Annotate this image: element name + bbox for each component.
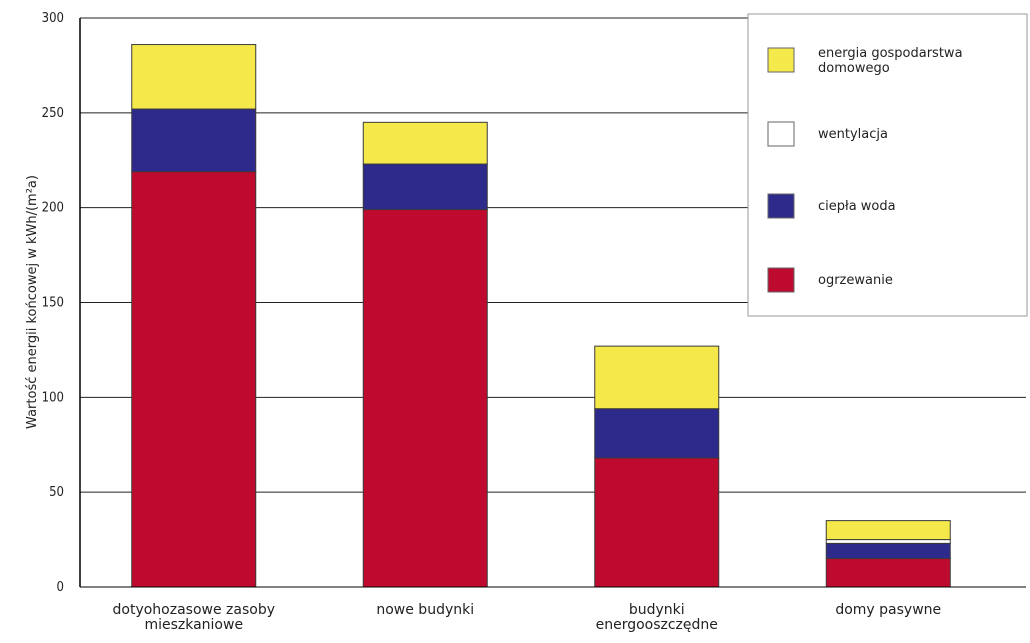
- bar-segment: [131, 44, 257, 110]
- legend-label: ogrzewanie: [818, 273, 893, 288]
- legend-label: wentylacja: [818, 127, 888, 142]
- bar-segment: [594, 408, 720, 459]
- legend-label: ciepła woda: [818, 199, 896, 214]
- y-tick-labels: 0 50 100 150 200 250 300: [42, 11, 64, 595]
- y-tick-label: 100: [42, 390, 64, 405]
- category-label-line: nowe budynki: [376, 602, 474, 618]
- category-label-line: domy pasywne: [835, 602, 941, 618]
- axes: [79, 18, 1026, 588]
- y-tick-label: 150: [42, 296, 64, 311]
- bar-segment: [825, 520, 951, 541]
- bar-segment: [131, 171, 257, 588]
- category-label-line: dotyohozasowe zasoby: [113, 602, 276, 618]
- x-category-label: domy pasywne: [835, 602, 941, 618]
- legend-label-line: ogrzewanie: [818, 273, 893, 288]
- legend-label-line: wentylacja: [818, 127, 888, 142]
- legend-label-line: ciepła woda: [818, 199, 896, 214]
- category-label-line: mieszkaniowe: [144, 617, 243, 633]
- legend-label-line: domowego: [818, 61, 890, 76]
- bar-segment: [825, 558, 951, 588]
- legend-swatch: [767, 121, 795, 147]
- legend: energia gospodarstwa domowego wentylacja ci…: [747, 13, 1028, 317]
- legend-swatch: [767, 47, 795, 73]
- bar-segment: [594, 457, 720, 588]
- bar-segment: [362, 163, 488, 211]
- y-axis-label: Wartość energii końcowej w kWh/(m²a): [25, 175, 40, 429]
- legend-label: energia gospodarstwa domowego: [818, 46, 963, 76]
- x-category-label: nowe budynki: [376, 602, 474, 618]
- x-category-label: budynki energooszczędne: [596, 602, 718, 633]
- legend-swatch: [767, 267, 795, 293]
- bar-segment: [362, 209, 488, 588]
- category-label-line: energooszczędne: [596, 617, 718, 633]
- bars: [131, 44, 951, 588]
- y-tick-label: 0: [57, 580, 64, 595]
- y-tick-label: 300: [42, 11, 64, 26]
- x-category-labels: dotyohozasowe zasoby mieszkaniowe nowe bud…: [113, 602, 942, 633]
- legend-label-line: energia gospodarstwa: [818, 46, 963, 61]
- bar-segment: [362, 121, 488, 165]
- bar-segment: [825, 539, 951, 544]
- category-label-line: budynki: [629, 602, 685, 618]
- y-tick-label: 50: [49, 485, 64, 500]
- y-tick-label: 200: [42, 201, 64, 216]
- bar-segment: [825, 542, 951, 560]
- bar-segment: [131, 108, 257, 173]
- bar-segment: [594, 345, 720, 410]
- legend-swatch: [767, 193, 795, 219]
- y-tick-label: 250: [42, 106, 64, 121]
- x-category-label: dotyohozasowe zasoby mieszkaniowe: [113, 602, 276, 633]
